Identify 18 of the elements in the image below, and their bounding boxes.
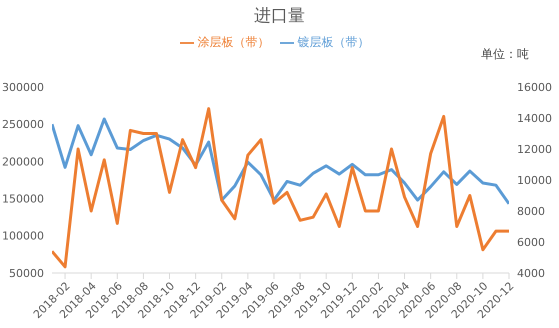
y-tick-label: 250000 bbox=[2, 118, 44, 132]
chart-title: 进口量 bbox=[253, 5, 306, 27]
y-tick-label: 300000 bbox=[2, 80, 44, 94]
y2-tick-label: 8000 bbox=[517, 204, 545, 218]
line-series bbox=[52, 107, 509, 268]
y2-tick-label: 14000 bbox=[517, 112, 552, 125]
y2-tick-label: 16000 bbox=[517, 80, 552, 94]
legend-label: 镀层板（带） bbox=[298, 35, 370, 49]
y2-tick-label: 10000 bbox=[517, 174, 552, 187]
y2-tick-label: 12000 bbox=[517, 142, 552, 156]
y-tick-label: 200000 bbox=[2, 155, 44, 168]
y2-tick-label: 6000 bbox=[517, 236, 545, 249]
y2-tick-label: 4000 bbox=[517, 266, 545, 280]
y-tick-label: 50000 bbox=[9, 266, 44, 280]
legend-label: 涂层板（带） bbox=[198, 35, 270, 49]
text: 单位：吨 bbox=[481, 46, 529, 63]
y-tick-label: 150000 bbox=[2, 192, 44, 206]
y-tick-label: 100000 bbox=[2, 230, 44, 243]
